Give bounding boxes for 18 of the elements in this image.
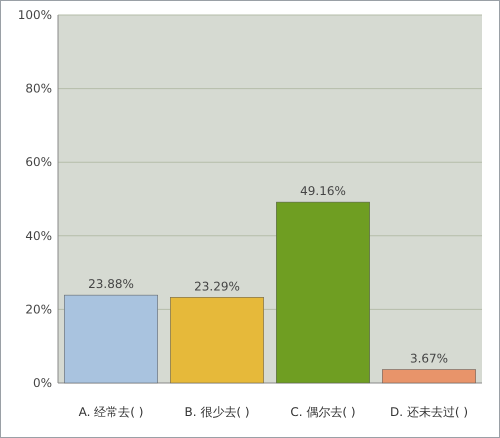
bar — [170, 297, 264, 384]
y-tick-label: 40% — [25, 228, 52, 243]
y-tick-label: 20% — [25, 302, 52, 316]
data-label: 23.88% — [88, 277, 134, 292]
data-label: 49.16% — [300, 184, 346, 198]
y-tick-label: 80% — [25, 82, 52, 96]
x-tick-label: C. 偶尔去( ) — [290, 405, 356, 419]
x-tick-label: A. 经常去( ) — [78, 405, 144, 419]
bar — [64, 294, 158, 384]
y-tick-label: 0% — [32, 376, 52, 390]
data-label: 23.29% — [194, 279, 240, 294]
y-tick-label: 100% — [18, 8, 52, 22]
x-tick-label: D. 还未去过( ) — [390, 405, 468, 419]
bar — [382, 369, 476, 384]
data-label: 3.67% — [410, 351, 448, 366]
y-tick-label: 60% — [25, 155, 52, 170]
bar — [276, 202, 370, 384]
x-tick-label: B. 很少去( ) — [184, 405, 250, 419]
